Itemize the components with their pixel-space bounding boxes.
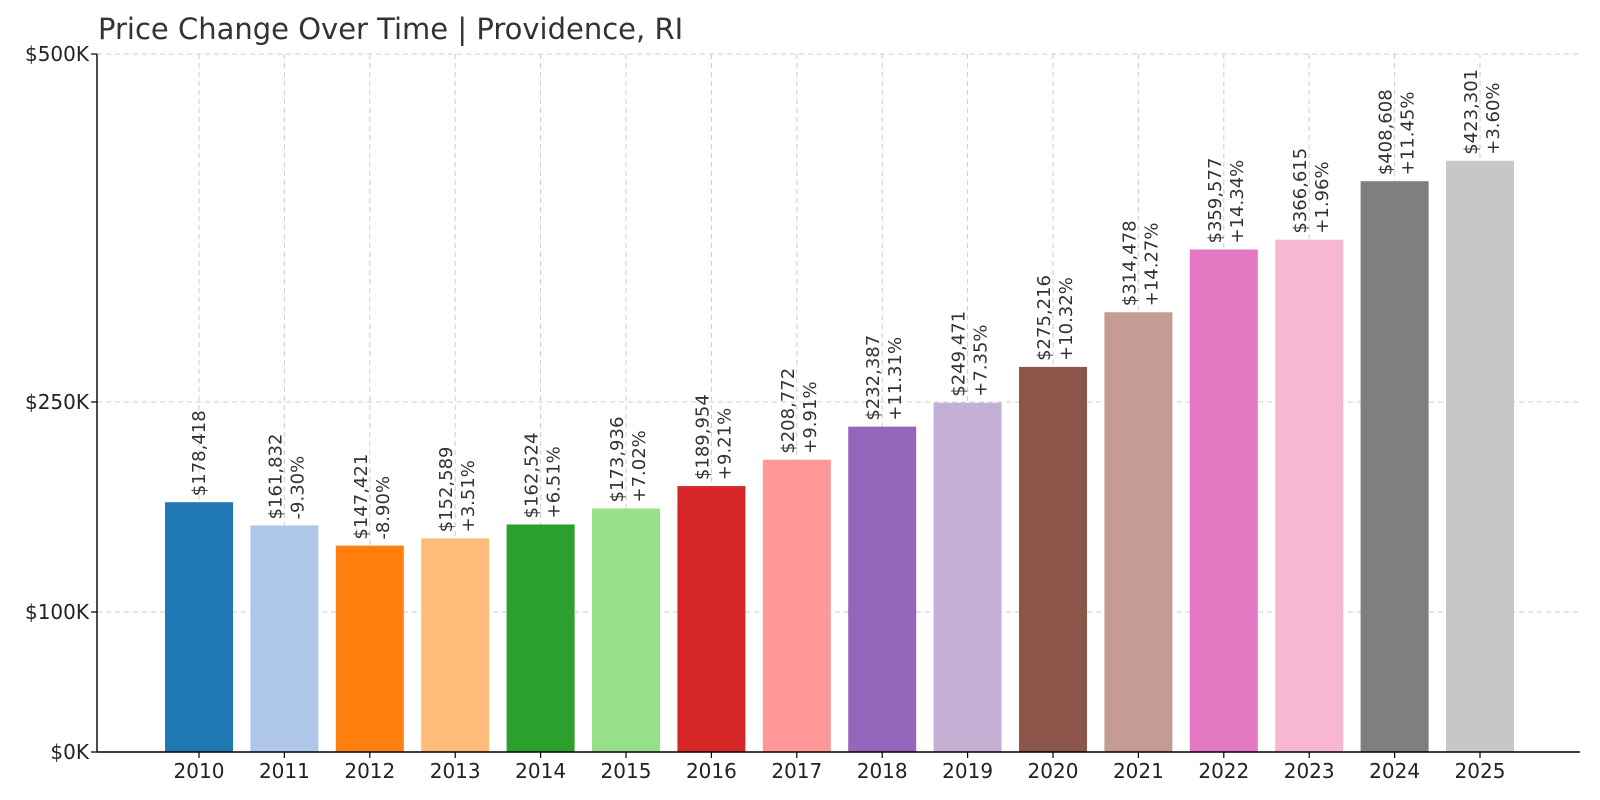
data-label-change: -9.30% bbox=[287, 456, 308, 520]
data-label-value: $366,615 bbox=[1290, 148, 1311, 234]
data-label-value: $147,421 bbox=[351, 454, 372, 540]
data-label-value: $189,954 bbox=[692, 394, 713, 480]
data-label-value: $408,608 bbox=[1376, 89, 1397, 175]
x-tick-label: 2023 bbox=[1284, 759, 1335, 783]
x-tick-label: 2014 bbox=[515, 759, 566, 783]
x-tick-label: 2025 bbox=[1455, 759, 1506, 783]
y-tick-label: $0K bbox=[50, 740, 89, 764]
x-tick-label: 2018 bbox=[857, 759, 908, 783]
x-tick-label: 2021 bbox=[1113, 759, 1164, 783]
x-tick-label: 2011 bbox=[259, 759, 310, 783]
data-label-value: $359,577 bbox=[1205, 158, 1226, 244]
bar-2011 bbox=[250, 525, 319, 752]
bar-2012 bbox=[335, 545, 404, 752]
bar-2023 bbox=[1275, 239, 1344, 752]
data-label-change: +6.51% bbox=[544, 446, 565, 518]
data-label-change: +9.91% bbox=[800, 381, 821, 453]
data-label-value: $208,772 bbox=[778, 368, 799, 454]
bar-2010 bbox=[165, 502, 233, 752]
data-label-change: +3.60% bbox=[1483, 82, 1504, 154]
x-tick-label: 2010 bbox=[174, 759, 225, 783]
bar-2025 bbox=[1446, 160, 1514, 752]
x-tick-label: 2020 bbox=[1028, 759, 1079, 783]
bar-2015 bbox=[592, 508, 660, 752]
x-tick-label: 2012 bbox=[344, 759, 395, 783]
data-label-change: +9.21% bbox=[714, 408, 735, 480]
y-tick-label: $250K bbox=[25, 390, 90, 414]
data-label-change: +3.51% bbox=[458, 460, 479, 532]
bar-2013 bbox=[421, 538, 490, 752]
bar-2017 bbox=[762, 459, 831, 752]
x-tick-label: 2019 bbox=[942, 759, 993, 783]
bar-2024 bbox=[1360, 181, 1429, 753]
data-label-value: $314,478 bbox=[1119, 220, 1140, 306]
data-label-change: +10.32% bbox=[1056, 277, 1077, 361]
bar-2022 bbox=[1189, 249, 1258, 752]
data-label-change: +14.34% bbox=[1227, 160, 1248, 244]
bar-layer bbox=[165, 160, 1514, 753]
x-tick-label: 2022 bbox=[1198, 759, 1249, 783]
x-tick-label: 2013 bbox=[430, 759, 481, 783]
bar-2021 bbox=[1104, 312, 1173, 752]
x-tick-label: 2017 bbox=[771, 759, 822, 783]
data-label-change: +1.96% bbox=[1312, 161, 1333, 233]
data-label-value: $249,471 bbox=[949, 311, 970, 397]
label-layer: $178,418 $161,832 -9.30% $147,421 -8.90% $152… bbox=[189, 69, 1504, 540]
x-tick-label: 2015 bbox=[601, 759, 652, 783]
data-label-change: +11.45% bbox=[1398, 91, 1419, 175]
grid-layer bbox=[97, 53, 1580, 752]
bar-2016 bbox=[677, 486, 746, 752]
data-label-value: $173,936 bbox=[607, 417, 628, 503]
data-label-value: $232,387 bbox=[863, 335, 884, 421]
data-label-value: $178,418 bbox=[189, 410, 210, 496]
x-tick-label: 2024 bbox=[1369, 759, 1420, 783]
y-tick-label: $500K bbox=[25, 42, 90, 66]
data-label-value: $162,524 bbox=[522, 433, 543, 519]
bar-2014 bbox=[506, 524, 575, 752]
data-label-change: +14.27% bbox=[1141, 223, 1162, 307]
data-label-value: $152,589 bbox=[436, 446, 457, 532]
x-tick-label: 2016 bbox=[686, 759, 737, 783]
bar-2019 bbox=[933, 402, 1002, 752]
data-label-change: -8.90% bbox=[373, 476, 394, 540]
axis-layer: $0K $100K $250K $500K 2010 2011 2012 2013 2014 20… bbox=[25, 42, 1580, 783]
data-label-value: $275,216 bbox=[1034, 275, 1055, 361]
data-label-value: $161,832 bbox=[265, 434, 286, 520]
data-label-change: +7.35% bbox=[971, 324, 992, 396]
y-tick-label: $100K bbox=[25, 600, 90, 624]
data-label-value: $423,301 bbox=[1461, 69, 1482, 155]
data-label-change: +11.31% bbox=[885, 337, 906, 421]
bar-2020 bbox=[1019, 366, 1087, 752]
bar-2018 bbox=[848, 426, 917, 752]
data-label-change: +7.02% bbox=[629, 430, 650, 502]
chart-title: Price Change Over Time | Providence, RI bbox=[98, 12, 684, 46]
